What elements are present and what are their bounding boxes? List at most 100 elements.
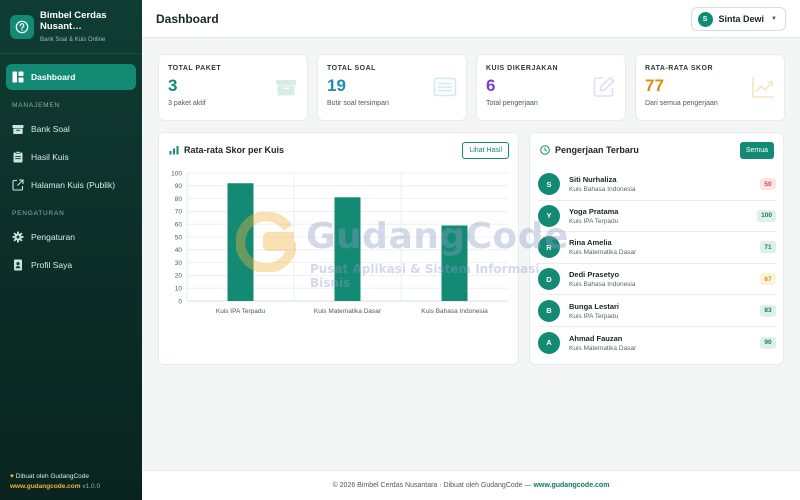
stat-sub: 3 paket aktif — [168, 100, 206, 107]
pencil-square-icon — [592, 75, 616, 99]
brand[interactable]: Bimbel Cerdas Nusant… Bank Soal & Kuis O… — [0, 0, 142, 54]
external-link-icon — [12, 179, 24, 191]
score-badge: 67 — [760, 273, 776, 286]
list-item[interactable]: R Rina Amelia Kuis Matematika Dasar 71 — [538, 232, 776, 264]
list-item[interactable]: B Bunga Lestari Kuis IPA Terpadu 83 — [538, 295, 776, 327]
caret-down-icon: ▼ — [771, 16, 777, 22]
recent-list: S Siti Nurhaliza Kuis Bahasa Indonesia 50 Y Y… — [538, 169, 776, 359]
y-tick-label: 30 — [175, 260, 183, 267]
box-icon — [274, 75, 298, 99]
stat-label: RATA-RATA SKOR — [645, 65, 714, 72]
sidebar-footer: ♥ Dibuat oleh GudangCode www.gudangcode.… — [10, 472, 100, 492]
score-bar-chart: 0 10 20 30 40 50 60 70 80 90 100 Kuis IPA Terpadu Ku… — [171, 170, 508, 315]
sidebar-item-label: Halaman Kuis (Publik) — [31, 180, 116, 190]
quiz-name: Kuis IPA Terpadu — [569, 312, 619, 320]
nav-section-settings: PENGATURAN — [12, 210, 65, 217]
student-name: Ahmad Fauzan — [569, 333, 623, 343]
stat-sub: Total pengerjaan — [486, 100, 538, 107]
quiz-name: Kuis Matematika Dasar — [569, 249, 637, 257]
score-badge: 83 — [760, 304, 776, 317]
quiz-name: Kuis Bahasa Indonesia — [569, 186, 636, 194]
list-item[interactable]: S Siti Nurhaliza Kuis Bahasa Indonesia 50 — [538, 169, 776, 201]
quiz-name: Kuis IPA Terpadu — [569, 217, 619, 225]
stat-card-rata-rata-skor: RATA-RATA SKOR 77 Dari semua pengerjaan — [635, 54, 785, 121]
list-item[interactable]: D Dedi Prasetyo Kuis Bahasa Indonesia 67 — [538, 264, 776, 296]
y-tick-label: 0 — [178, 298, 182, 305]
sidebar-item-label: Hasil Kuis — [31, 152, 69, 162]
bar-kuis-ipa-terpadu — [227, 183, 254, 301]
stat-value: 6 — [486, 76, 496, 95]
avatar: S — [538, 173, 560, 196]
sidebar-item-pengaturan[interactable]: Pengaturan — [6, 224, 136, 250]
avatar: S — [697, 11, 713, 27]
trend-up-icon — [751, 75, 775, 99]
footer-link[interactable]: www.gudangcode.com — [533, 482, 610, 489]
y-tick-label: 100 — [171, 170, 182, 177]
list-item[interactable]: A Ahmad Fauzan Kuis Matematika Dasar 90 — [538, 327, 776, 359]
sidebar-nav: Dashboard MANAJEMEN Bank Soal Hasil Kuis… — [0, 54, 142, 290]
y-tick-label: 40 — [175, 247, 183, 254]
student-name: Siti Nurhaliza — [569, 175, 617, 185]
list-item[interactable]: Y Yoga Pratama Kuis IPA Terpadu 100 — [538, 201, 776, 233]
sidebar-item-dashboard[interactable]: Dashboard — [6, 64, 136, 90]
brand-tagline: Bank Soal & Kuis Online — [40, 37, 106, 43]
x-tick-label: Kuis Bahasa Indonesia — [421, 308, 488, 315]
stat-value: 77 — [645, 76, 664, 95]
bar-chart-icon — [169, 145, 179, 155]
sidebar-item-hasil-kuis[interactable]: Hasil Kuis — [6, 144, 136, 170]
footer-text: © 2026 Bimbel Cerdas Nusantara · Dibuat … — [332, 482, 534, 489]
view-results-button[interactable]: Lihat Hasil — [462, 142, 509, 159]
student-name: Rina Amelia — [569, 238, 612, 248]
sidebar-item-label: Profil Saya — [31, 260, 73, 270]
score-badge: 50 — [760, 178, 776, 191]
site-link[interactable]: www.gudangcode.com — [10, 483, 81, 490]
y-tick-label: 80 — [175, 196, 183, 203]
brand-logo-icon — [10, 15, 34, 39]
archive-icon — [12, 123, 24, 135]
stat-label: TOTAL PAKET — [168, 65, 222, 72]
recent-card: Pengerjaan Terbaru Semua S Siti Nurhaliza… — [529, 132, 784, 365]
quiz-name: Kuis Matematika Dasar — [569, 344, 637, 352]
stat-card-total-soal: TOTAL SOAL 19 Butir soal tersimpan — [317, 54, 467, 121]
stat-value: 19 — [327, 76, 346, 95]
avatar: A — [538, 331, 560, 354]
y-tick-label: 60 — [175, 222, 183, 229]
stat-card-kuis-dikerjakan: KUIS DIKERJAKAN 6 Total pengerjaan — [476, 54, 626, 121]
quiz-name: Kuis Bahasa Indonesia — [569, 281, 636, 289]
sidebar-item-label: Pengaturan — [31, 232, 75, 242]
sidebar-item-label: Bank Soal — [31, 124, 70, 134]
credit-text: Dibuat oleh GudangCode — [15, 473, 90, 480]
clipboard-icon — [12, 151, 24, 163]
heart-icon: ♥ — [10, 473, 14, 480]
page-footer: © 2026 Bimbel Cerdas Nusantara · Dibuat … — [142, 470, 800, 500]
bar-kuis-matematika-dasar — [334, 197, 361, 301]
x-tick-label: Kuis IPA Terpadu — [216, 308, 266, 315]
bar-kuis-bahasa-indonesia — [441, 225, 468, 301]
avatar: B — [538, 299, 560, 322]
y-tick-label: 20 — [175, 273, 183, 280]
student-name: Bunga Lestari — [569, 301, 620, 311]
avatar: Y — [538, 204, 560, 227]
avatar: D — [538, 268, 560, 291]
user-menu-button[interactable]: S Sinta Dewi ▼ — [690, 7, 786, 31]
gear-icon — [12, 231, 24, 243]
sidebar-item-bank-soal[interactable]: Bank Soal — [6, 116, 136, 142]
dashboard-icon — [12, 71, 24, 83]
brand-name: Bimbel Cerdas Nusant… — [40, 10, 107, 32]
sidebar: Bimbel Cerdas Nusant… Bank Soal & Kuis O… — [0, 0, 142, 500]
score-badge: 90 — [760, 336, 776, 349]
y-tick-label: 50 — [175, 234, 183, 241]
view-all-button[interactable]: Semua — [739, 142, 774, 159]
version-text: v1.0.0 — [82, 483, 101, 490]
chart-card: Rata-rata Skor per Kuis Lihat Hasil 0 10 2… — [158, 132, 519, 365]
user-name: Sinta Dewi — [718, 14, 765, 24]
chart-card-title: Rata-rata Skor per Kuis — [184, 145, 285, 155]
clock-icon — [540, 145, 550, 155]
x-tick-label: Kuis Matematika Dasar — [314, 308, 382, 315]
recent-card-title: Pengerjaan Terbaru — [555, 145, 639, 155]
score-badge: 100 — [757, 209, 776, 222]
sidebar-item-profil[interactable]: Profil Saya — [6, 252, 136, 278]
sidebar-item-label: Dashboard — [31, 72, 76, 82]
topbar: Dashboard S Sinta Dewi ▼ — [142, 0, 800, 38]
sidebar-item-halaman-kuis[interactable]: Halaman Kuis (Publik) — [6, 172, 136, 198]
